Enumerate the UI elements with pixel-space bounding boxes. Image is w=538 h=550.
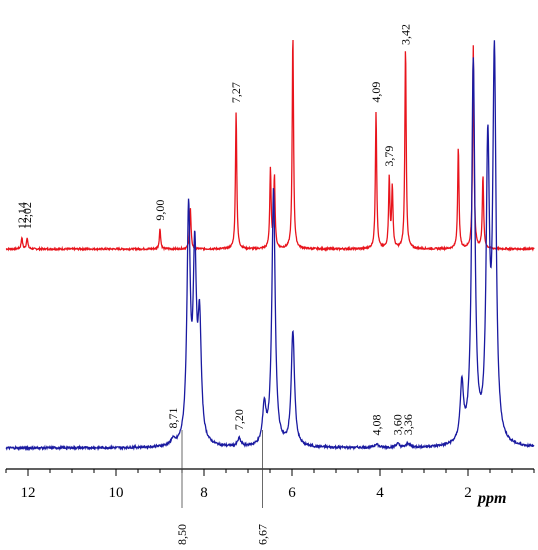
x-axis: 12 10 8 6 4 2	[5, 468, 535, 501]
reference-line-label: 8,50	[175, 524, 189, 545]
peak-label: 12,02	[20, 202, 34, 229]
x-tick-label: 12	[21, 485, 36, 501]
peak-label: 12,14	[15, 202, 29, 229]
peak-label: 4,09	[369, 82, 383, 103]
spectrum-series-1	[5, 39, 535, 252]
peak-label: 4,08	[370, 415, 384, 436]
reference-lines: 8,50 6,67	[175, 430, 270, 545]
reference-line-label: 6,67	[256, 524, 270, 545]
peak-label: 8,71	[166, 408, 180, 429]
x-tick-label: 8	[200, 485, 208, 501]
spectrum-series-2	[5, 40, 535, 452]
peak-label: 7,27	[229, 82, 243, 103]
peak-label: 7,20	[232, 409, 246, 430]
peak-label: 3,60	[391, 414, 405, 435]
peak-label: 9,00	[153, 200, 167, 221]
peak-label: 3,79	[382, 146, 396, 167]
x-tick-label: 10	[109, 485, 124, 501]
x-tick-label: 2	[464, 485, 472, 501]
x-tick-label: 4	[376, 485, 384, 501]
x-axis-unit-label: ppm	[476, 490, 506, 507]
peak-label: 3,42	[399, 24, 413, 45]
peak-label: 3,36	[401, 414, 415, 435]
spectrum-traces	[5, 39, 535, 452]
x-tick-label: 6	[288, 485, 296, 501]
